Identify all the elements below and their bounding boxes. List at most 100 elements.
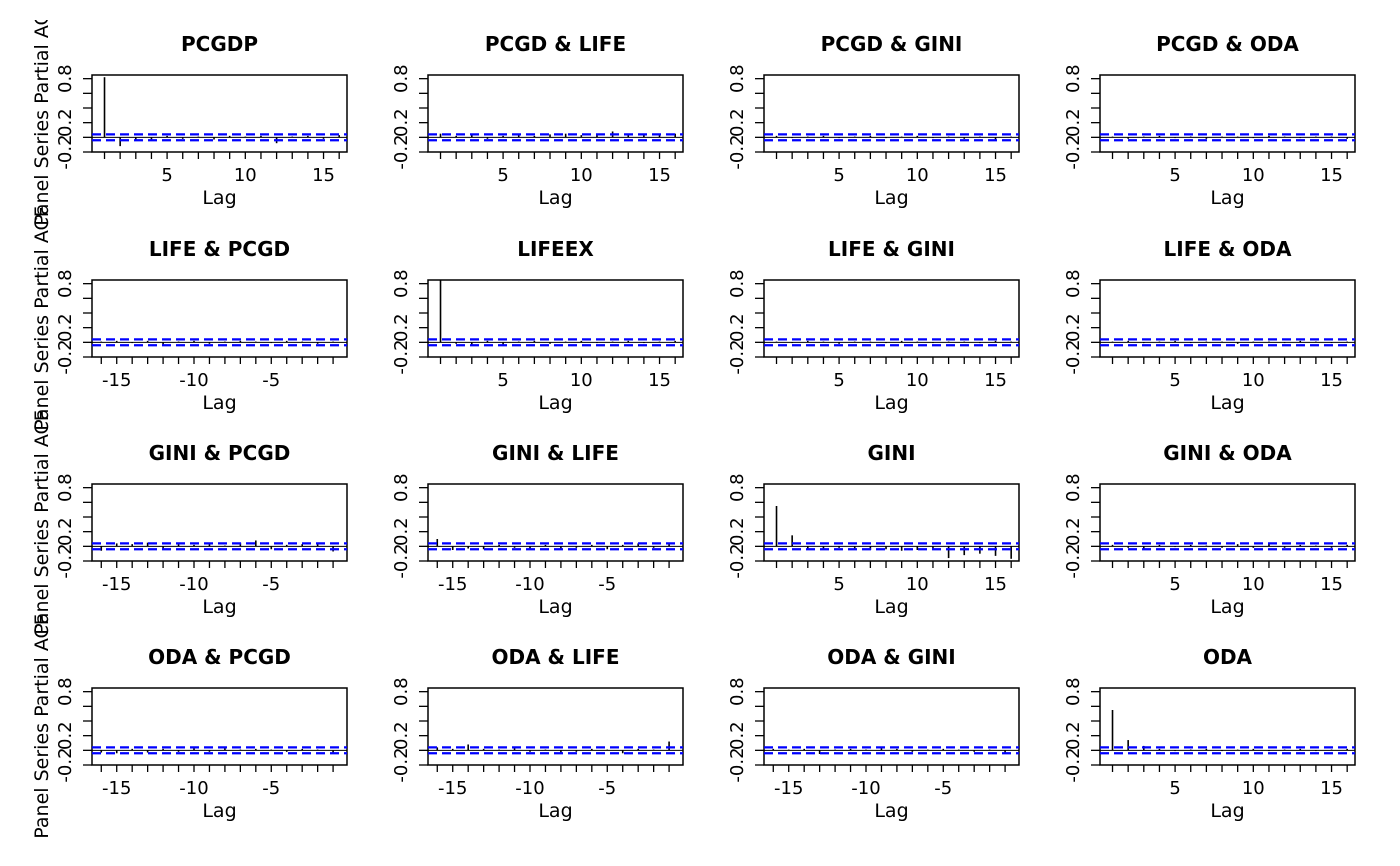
x-tick-label: 10	[570, 370, 593, 391]
x-tick-label: 10	[234, 165, 257, 186]
x-axis-label: Lag	[1210, 800, 1244, 822]
y-tick-label: 0.2	[1063, 721, 1084, 750]
x-tick-label: 5	[497, 165, 508, 186]
x-axis-label: Lag	[874, 392, 908, 414]
x-axis-label: Lag	[202, 392, 236, 414]
x-tick-label: 15	[312, 165, 335, 186]
y-tick-label: 0.8	[55, 64, 76, 93]
y-tick-label: -0.2	[727, 543, 748, 578]
x-tick-label: -10	[515, 778, 544, 799]
y-tick-label: -0.2	[55, 543, 76, 578]
x-axis-label: Lag	[538, 187, 572, 209]
panel-title: ODA	[1203, 645, 1253, 669]
x-tick-label: 5	[1169, 370, 1180, 391]
panel-title: PCGDP	[181, 32, 258, 56]
x-tick-label: 5	[833, 370, 844, 391]
x-axis-label: Lag	[1210, 392, 1244, 414]
x-tick-label: 5	[497, 370, 508, 391]
panel-title: PCGD & ODA	[1156, 32, 1299, 56]
panel-title: LIFEEX	[517, 237, 594, 261]
x-tick-label: 5	[833, 165, 844, 186]
plot-frame	[427, 279, 684, 358]
y-tick-label: 0.2	[727, 313, 748, 342]
x-tick-label: 10	[906, 574, 929, 595]
x-tick-label: -10	[851, 778, 880, 799]
panel-2-4: LIFE & ODA -0.20.2 0.8 5 10 15 Lag	[1063, 237, 1356, 414]
y-tick-label: -0.2	[727, 339, 748, 374]
y-tick-label: 0.2	[727, 721, 748, 750]
x-tick-label: 15	[1320, 778, 1343, 799]
x-tick-label: 5	[1169, 574, 1180, 595]
y-tick-label: -0.2	[391, 543, 412, 578]
y-tick-label: 0.8	[727, 473, 748, 502]
y-tick-label: 0.2	[727, 108, 748, 137]
panel-4-4: ODA -0.20.2 0.8 5 10 15 Lag	[1063, 645, 1356, 822]
y-tick-label: 0.8	[1063, 269, 1084, 298]
x-tick-label: 5	[1169, 778, 1180, 799]
y-tick-label: 0.2	[391, 721, 412, 750]
x-tick-label: 15	[984, 165, 1007, 186]
x-tick-label: 15	[984, 574, 1007, 595]
panel-2-1: LIFE & PCGD -0.20.2 0.8 -15 -10 -5 Lag	[55, 237, 348, 414]
panel-title: PCGD & GINI	[821, 32, 963, 56]
plot-frame	[91, 279, 348, 358]
x-tick-label: 15	[1320, 165, 1343, 186]
plot-frame	[427, 687, 684, 766]
x-tick-label: 10	[1242, 370, 1265, 391]
y-tick-label: -0.2	[1063, 747, 1084, 782]
y-tick-label: 0.8	[1063, 677, 1084, 706]
x-axis-label: Lag	[1210, 187, 1244, 209]
panel-title: GINI & PCGD	[149, 441, 291, 465]
panel-title: GINI & LIFE	[492, 441, 619, 465]
x-tick-label: 10	[1242, 574, 1265, 595]
y-tick-label: 0.8	[391, 269, 412, 298]
panel-title: ODA & PCGD	[148, 645, 291, 669]
panel-title: PCGD & LIFE	[485, 32, 626, 56]
x-axis-label: Lag	[202, 596, 236, 618]
x-tick-label: -15	[102, 370, 131, 391]
y-tick-label: 0.2	[391, 517, 412, 546]
y-tick-label: 0.2	[391, 313, 412, 342]
y-tick-label: 0.8	[1063, 473, 1084, 502]
y-tick-label: 0.8	[55, 269, 76, 298]
x-tick-label: -10	[179, 370, 208, 391]
x-tick-label: 15	[1320, 574, 1343, 595]
panel-3-1: GINI & PCGD -0.20.2 0.8 -15 -10 -5 Lag	[55, 441, 348, 618]
y-tick-label: 0.2	[55, 108, 76, 137]
y-tick-label: -0.2	[55, 747, 76, 782]
x-tick-label: -15	[102, 778, 131, 799]
y-tick-label: -0.2	[727, 747, 748, 782]
x-tick-label: 15	[1320, 370, 1343, 391]
x-tick-label: 15	[648, 370, 671, 391]
x-tick-label: 15	[984, 370, 1007, 391]
x-tick-label: -10	[179, 778, 208, 799]
panel-3-2: GINI & LIFE -0.20.2 0.8 -15 -10 -5 Lag	[391, 441, 684, 618]
panel-1-3: PCGD & GINI -0.20.2 0.8 5 10 15 Lag	[727, 32, 1020, 209]
y-tick-label: 0.2	[391, 108, 412, 137]
x-axis-label: Lag	[874, 800, 908, 822]
y-tick-label: 0.8	[727, 677, 748, 706]
x-tick-label: -5	[262, 574, 280, 595]
y-tick-label: 0.8	[55, 473, 76, 502]
panel-title: ODA & GINI	[827, 645, 956, 669]
x-tick-label: 10	[906, 165, 929, 186]
x-tick-label: 5	[161, 165, 172, 186]
y-axis-label: Panel Series Partial ACF	[31, 410, 53, 634]
panel-2-3: LIFE & GINI -0.20.2 0.8 5 10 15 Lag	[727, 237, 1020, 414]
panel-title: GINI	[867, 441, 915, 465]
y-tick-label: 0.2	[55, 517, 76, 546]
y-axis-label: Panel Series Partial ACF	[31, 1, 53, 225]
y-tick-label: 0.8	[391, 677, 412, 706]
plot-frame	[1099, 483, 1356, 562]
panel-title: LIFE & ODA	[1164, 237, 1292, 261]
plot-frame	[763, 483, 1020, 562]
panel-4-1: ODA & PCGD -0.20.2 0.8 -15 -10 -5 Lag	[55, 645, 348, 822]
y-axis-label: Panel Series Partial ACF	[31, 206, 53, 430]
plot-frame	[427, 74, 684, 153]
panel-1-2: PCGD & LIFE -0.20.2 0.8 5 10 15 Lag	[391, 32, 684, 209]
plot-frame	[91, 74, 348, 153]
x-axis-label: Lag	[202, 187, 236, 209]
